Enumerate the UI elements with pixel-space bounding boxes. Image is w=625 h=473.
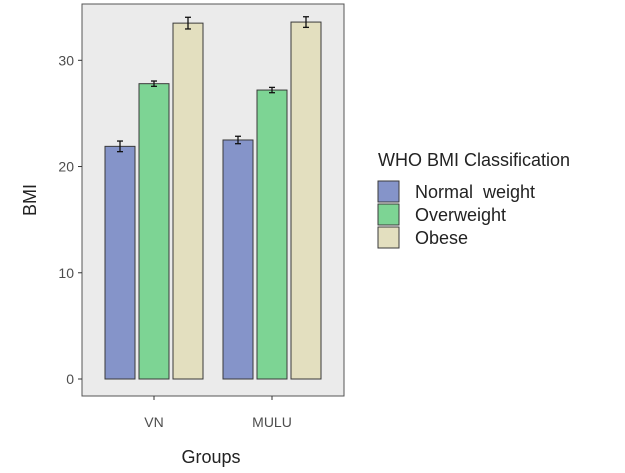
- y-tick-label: 10: [58, 265, 74, 281]
- x-tick-label: VN: [144, 414, 163, 430]
- error-bar-vn-2: [185, 16, 191, 30]
- legend-label-2: Obese: [415, 228, 468, 248]
- y-tick-label: 20: [58, 159, 74, 175]
- y-axis: 0 10 20 30: [58, 52, 82, 387]
- error-bar-mulu-0: [235, 135, 241, 145]
- legend-key-0: [377, 180, 400, 203]
- x-axis: VN MULU: [144, 396, 292, 430]
- error-bar-mulu-1: [269, 86, 275, 94]
- y-axis-title: BMI: [20, 184, 40, 216]
- error-bar-vn-0: [117, 140, 123, 153]
- error-bar-vn-1: [151, 80, 157, 87]
- x-axis-title: Groups: [181, 447, 240, 467]
- y-tick-label: 0: [66, 371, 74, 387]
- bar-vn-1: [138, 83, 170, 380]
- x-tick-label: MULU: [252, 414, 292, 430]
- error-bars-group: [117, 16, 309, 153]
- legend-label-0: Normal weight: [415, 182, 535, 202]
- legend-label-1: Overweight: [415, 205, 506, 225]
- y-tick-label: 30: [58, 52, 74, 68]
- bar-mulu-1: [256, 89, 288, 380]
- legend-key-1: [377, 203, 400, 226]
- legend: Normal weight Overweight Obese: [377, 180, 535, 249]
- legend-key-2: [377, 226, 400, 249]
- error-bar-mulu-2: [303, 16, 309, 29]
- bar-vn-2: [172, 22, 204, 380]
- legend-title: WHO BMI Classification: [378, 150, 570, 170]
- bar-vn-0: [104, 145, 136, 380]
- bar-mulu-2: [290, 21, 322, 380]
- bar-mulu-0: [222, 139, 254, 380]
